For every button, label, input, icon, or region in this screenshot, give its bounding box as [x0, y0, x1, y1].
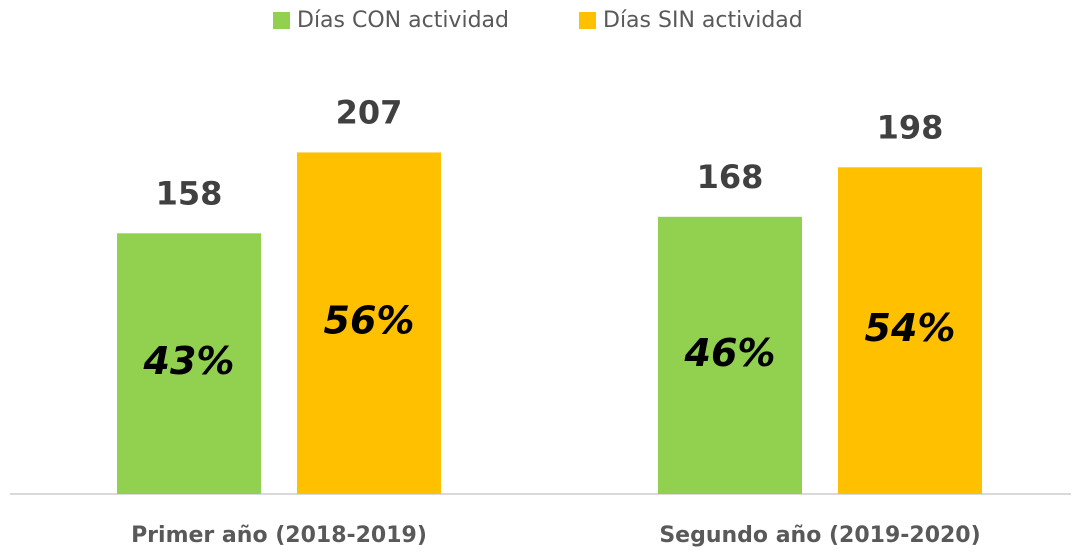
legend-label: Días SIN actividad — [603, 8, 803, 33]
share-label: 54% — [865, 306, 956, 350]
bar — [297, 152, 441, 494]
value-label: 207 — [336, 93, 403, 131]
x-tick-label: Segundo año (2019-2020) — [659, 523, 980, 548]
value-label: 168 — [697, 158, 764, 196]
share-label: 43% — [143, 339, 235, 383]
legend-label: Días CON actividad — [297, 8, 509, 33]
share-label: 56% — [324, 299, 415, 343]
share-label: 46% — [684, 331, 776, 375]
legend-swatch — [273, 12, 290, 29]
value-label: 198 — [877, 108, 944, 146]
bar — [838, 167, 982, 495]
bar — [117, 233, 261, 495]
value-label: 158 — [156, 174, 223, 212]
bar — [658, 216, 802, 495]
x-tick-label: Primer año (2018-2019) — [131, 523, 427, 548]
legend-swatch — [579, 12, 596, 29]
